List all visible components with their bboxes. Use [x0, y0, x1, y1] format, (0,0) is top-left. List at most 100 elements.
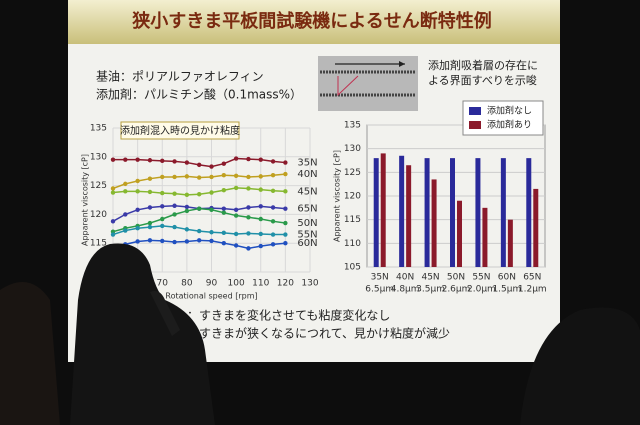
point: [172, 212, 177, 217]
point: [196, 206, 202, 211]
point: [172, 174, 177, 180]
point: [246, 186, 251, 191]
point: [209, 174, 214, 180]
point: [209, 190, 214, 195]
point: [160, 238, 165, 244]
point: [172, 203, 177, 208]
legend-label: 添加剤あり: [487, 119, 532, 131]
point: [184, 227, 190, 232]
point: [233, 213, 239, 218]
y-tick-label: 125: [90, 181, 107, 191]
x-tick-label: 55N: [472, 273, 490, 283]
x-tick-label: 35N: [371, 273, 389, 283]
y-tick-label: 110: [344, 239, 361, 249]
point: [283, 160, 288, 165]
point: [135, 157, 140, 162]
bar: [526, 158, 532, 267]
point: [283, 220, 288, 226]
series-label: 45N: [297, 186, 317, 197]
x-tick-label: 60N: [498, 273, 516, 283]
bar: [424, 158, 430, 267]
point: [283, 206, 288, 211]
point: [135, 189, 140, 194]
point: [123, 181, 128, 187]
x-tick-sublabel: 1.5μm: [492, 285, 521, 295]
point: [123, 228, 128, 233]
point: [233, 173, 239, 179]
point: [221, 188, 227, 193]
point: [147, 205, 153, 210]
point: [160, 158, 165, 164]
point: [258, 243, 263, 249]
point: [147, 238, 153, 243]
bar: [475, 158, 481, 267]
point: [160, 190, 165, 196]
point: [135, 239, 140, 244]
point: [135, 207, 140, 212]
point: [258, 187, 263, 192]
point: [196, 192, 202, 197]
point: [221, 241, 227, 246]
point: [110, 232, 116, 237]
point: [147, 189, 153, 195]
point: [172, 159, 177, 164]
presenter: [70, 243, 215, 425]
x-tick-sublabel: 6.5μm: [365, 285, 394, 295]
bar: [431, 179, 437, 267]
point: [233, 243, 239, 248]
point: [270, 205, 276, 210]
series-label: 50N: [297, 218, 317, 229]
point: [172, 191, 177, 196]
point: [233, 156, 239, 161]
point: [123, 212, 128, 217]
series-label: 40N: [297, 169, 317, 180]
x-tick-label: 65N: [523, 273, 541, 283]
point: [258, 231, 263, 237]
y-tick-label: 135: [344, 121, 361, 131]
point: [246, 205, 251, 210]
point: [246, 246, 251, 251]
point: [233, 207, 239, 212]
point: [246, 174, 251, 180]
point: [270, 173, 276, 178]
point: [184, 160, 190, 165]
point: [196, 175, 202, 180]
diagram: [318, 56, 418, 111]
y-tick-label: 120: [90, 210, 107, 220]
charts: 1101151201251301355060708090100110120130…: [81, 100, 547, 301]
y-tick-label: 125: [344, 168, 361, 178]
point: [160, 216, 165, 222]
bar: [380, 153, 386, 267]
x-tick-label: 80: [181, 279, 193, 289]
y-tick-label: 130: [344, 144, 361, 154]
x-tick-label: 110: [252, 279, 269, 289]
x-tick-sublabel: 3.5μm: [416, 285, 445, 295]
conclusion: 添加剤なし：すきまを変化させても粘度変化なし: [127, 308, 390, 323]
conclusion: 添加剤あり：すきまが狭くなるにつれて、見かけ粘度が減少: [127, 326, 450, 341]
series-label: 55N: [297, 230, 317, 241]
x-tick-label: 50N: [447, 273, 465, 283]
point: [283, 232, 288, 237]
point: [196, 228, 202, 234]
series-label: 65N: [297, 204, 317, 215]
point: [209, 238, 214, 244]
point: [184, 192, 190, 198]
point: [147, 220, 153, 226]
y-axis-label: Apparent viscosity [cP]: [81, 154, 90, 246]
legend-box: [462, 100, 544, 136]
bar: [457, 200, 462, 267]
audience-head: [520, 307, 640, 425]
bar: [482, 207, 488, 267]
microphone-hand: [150, 291, 180, 336]
y-tick-label: 135: [90, 124, 107, 134]
point: [135, 226, 140, 231]
point: [110, 190, 116, 195]
point: [110, 157, 116, 162]
bar: [406, 165, 412, 267]
y-tick-label: 115: [90, 239, 107, 249]
point: [147, 224, 153, 230]
point: [283, 171, 288, 177]
point: [135, 178, 140, 184]
